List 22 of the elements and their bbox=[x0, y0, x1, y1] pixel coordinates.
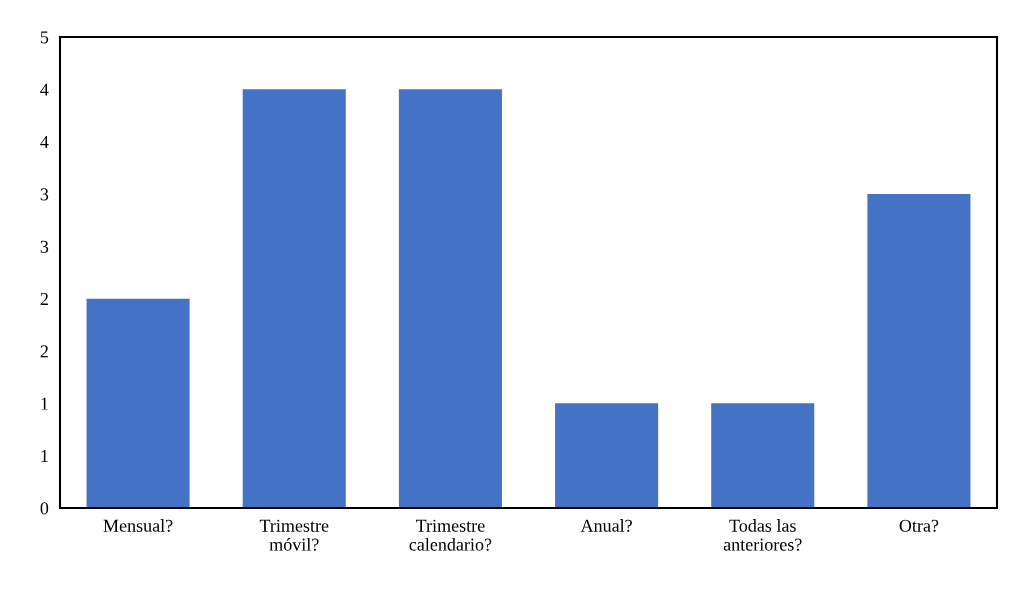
bar bbox=[86, 298, 190, 508]
x-tick-label: Trimestre móvil? bbox=[259, 519, 329, 551]
bar bbox=[867, 194, 971, 508]
x-tick-label: Otra? bbox=[899, 519, 939, 532]
y-tick-label: 3 bbox=[40, 188, 49, 201]
y-tick-label: 1 bbox=[41, 397, 48, 410]
y-tick-label: 0 bbox=[40, 502, 49, 515]
bar bbox=[398, 89, 502, 508]
bar bbox=[555, 403, 659, 508]
y-tick-label: 5 bbox=[40, 31, 49, 44]
y-tick-label: 3 bbox=[40, 240, 49, 253]
x-tick-label: Todas las anteriores? bbox=[723, 519, 802, 551]
bar bbox=[242, 89, 346, 508]
x-tick-label: Anual? bbox=[580, 519, 632, 532]
y-tick-label: 1 bbox=[41, 450, 48, 462]
x-tick-label: Trimestre calendario? bbox=[409, 519, 492, 551]
y-tick-label: 2 bbox=[40, 292, 48, 305]
y-tick-label: 4 bbox=[40, 136, 49, 148]
y-tick-label: 4 bbox=[40, 83, 49, 96]
x-tick-label: Mensual? bbox=[103, 519, 173, 532]
bar bbox=[711, 403, 815, 508]
y-tick-label: 2 bbox=[40, 345, 48, 358]
